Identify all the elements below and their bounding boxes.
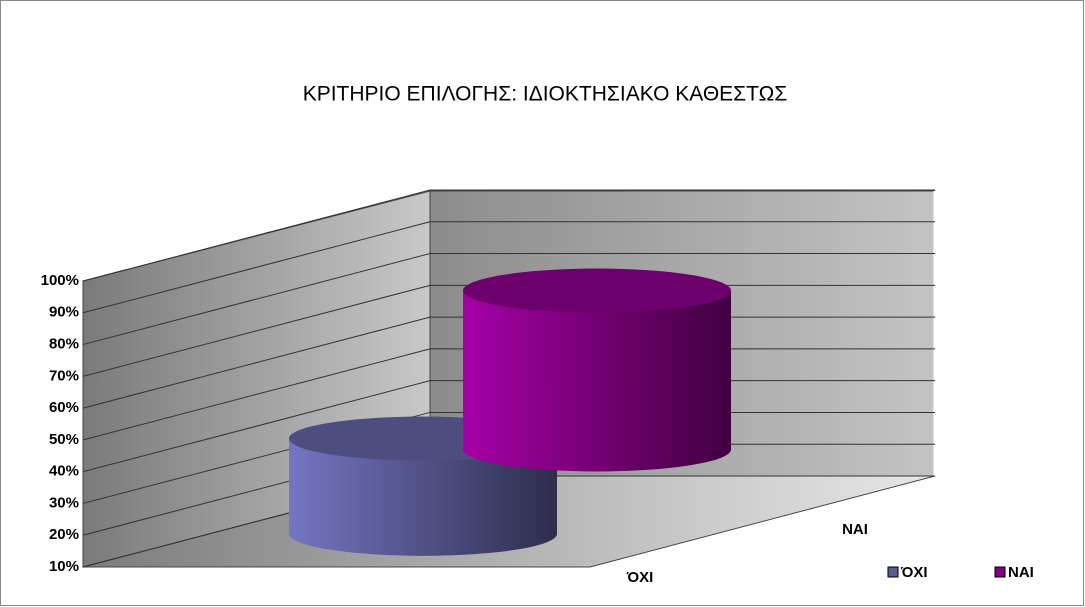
grid-line: [82, 189, 431, 282]
cylinder-top: [463, 268, 731, 313]
chart-title: ΚΡΙΤΗΡΙΟ ΕΠΙΛΟΓΗΣ: ΙΔΙΟΚΤΗΣΙΑΚΟ ΚΑΘΕΣΤΩΣ: [303, 83, 788, 106]
legend-swatch: [994, 566, 1006, 578]
cylinder: [463, 268, 731, 472]
y-tick-label: 20%: [49, 526, 79, 543]
y-tick-label: 40%: [49, 463, 79, 480]
y-tick-label: 70%: [49, 367, 79, 384]
cylinder-body: [289, 438, 557, 556]
depth-label: ΝΑΙ: [842, 521, 868, 538]
grid-line: [82, 253, 431, 346]
cylinder-body: [463, 290, 731, 472]
y-tick-label: 100%: [41, 272, 79, 289]
legend-swatch: [887, 566, 899, 578]
grid-line: [82, 348, 431, 441]
y-tick-label: 10%: [49, 558, 79, 575]
legend-label: ΝΑΙ: [1008, 564, 1034, 581]
y-tick-label: 50%: [49, 431, 79, 448]
y-tick-label: 30%: [49, 494, 79, 511]
legend-label: ΌΧΙ: [900, 564, 928, 581]
grid-line: [82, 316, 431, 409]
y-tick-label: 90%: [49, 304, 79, 321]
grid-line: [82, 221, 431, 314]
grid-line: [82, 284, 431, 377]
grid-line: [82, 380, 431, 473]
y-tick-label: 80%: [49, 336, 79, 353]
depth-label: ΌΧΙ: [626, 569, 654, 586]
y-tick-label: 60%: [49, 399, 79, 416]
